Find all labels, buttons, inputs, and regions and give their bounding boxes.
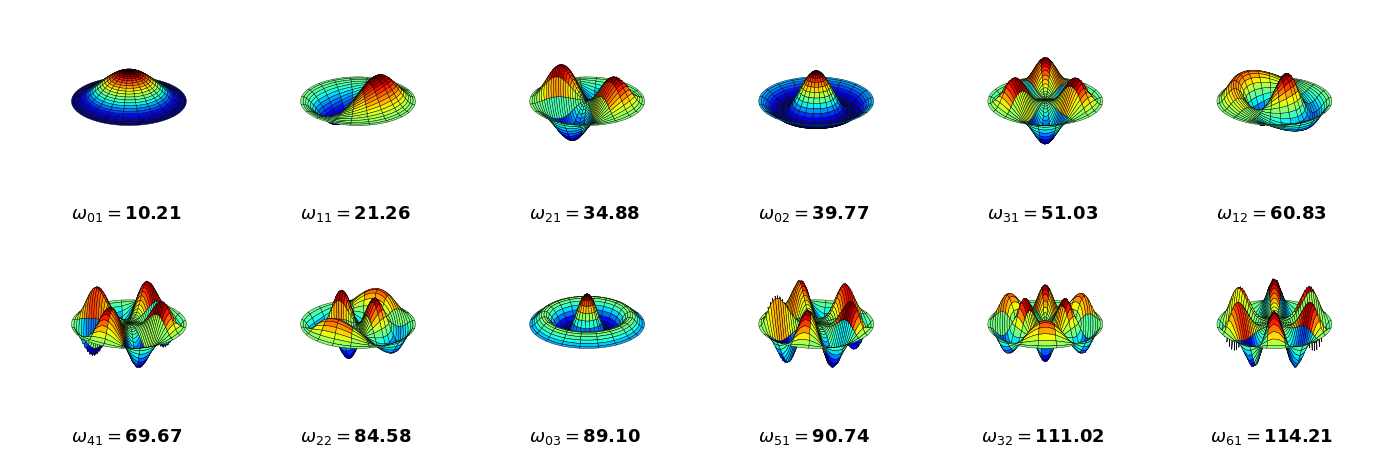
Text: $\omega_{21} = \mathbf{34.88}$: $\omega_{21} = \mathbf{34.88}$ — [528, 204, 640, 224]
Text: $\omega_{41} = \mathbf{69.67}$: $\omega_{41} = \mathbf{69.67}$ — [71, 427, 182, 447]
Text: $\omega_{32} = \mathbf{111.02}$: $\omega_{32} = \mathbf{111.02}$ — [981, 427, 1104, 447]
Text: $\omega_{51} = \mathbf{90.74}$: $\omega_{51} = \mathbf{90.74}$ — [758, 427, 870, 447]
Text: $\omega_{01} = \mathbf{10.21}$: $\omega_{01} = \mathbf{10.21}$ — [71, 204, 182, 224]
Text: $\omega_{12} = \mathbf{60.83}$: $\omega_{12} = \mathbf{60.83}$ — [1216, 204, 1327, 224]
Text: $\omega_{03} = \mathbf{89.10}$: $\omega_{03} = \mathbf{89.10}$ — [528, 427, 640, 447]
Text: $\omega_{02} = \mathbf{39.77}$: $\omega_{02} = \mathbf{39.77}$ — [758, 204, 870, 224]
Text: $\omega_{61} = \mathbf{114.21}$: $\omega_{61} = \mathbf{114.21}$ — [1211, 427, 1334, 447]
Text: $\omega_{31} = \mathbf{51.03}$: $\omega_{31} = \mathbf{51.03}$ — [987, 204, 1099, 224]
Text: $\omega_{11} = \mathbf{21.26}$: $\omega_{11} = \mathbf{21.26}$ — [301, 204, 411, 224]
Text: $\omega_{22} = \mathbf{84.58}$: $\omega_{22} = \mathbf{84.58}$ — [299, 427, 411, 447]
